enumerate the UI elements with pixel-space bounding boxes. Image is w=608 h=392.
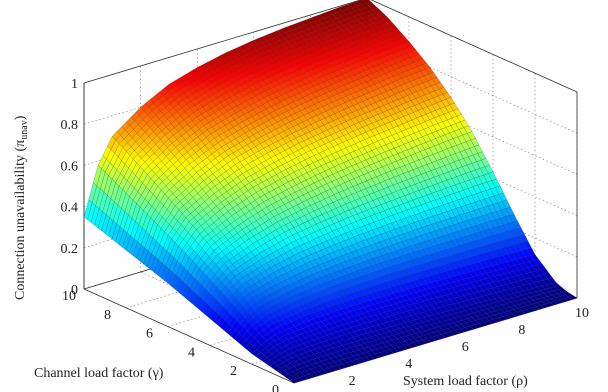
y-tick-label-3: 6	[146, 327, 153, 342]
z-tick-label-1: 0.2	[61, 242, 79, 257]
z-tick-label-3: 0.6	[61, 159, 79, 174]
grid-line-floor-y-4	[125, 222, 410, 309]
x-tick-label-5: 10	[575, 306, 589, 321]
y-axis-label: Channel load factor (γ)	[34, 366, 164, 381]
z-axis-label: Connection unavailability (πunav)	[13, 115, 30, 300]
y-tick-label-1: 2	[230, 364, 237, 379]
frame-edge-3	[83, 0, 362, 84]
x-tick-label-2: 4	[405, 357, 412, 372]
z-tick-label-0: 0	[71, 283, 78, 298]
frame-edge-5	[370, 0, 578, 93]
z-tick-label-2: 0.4	[61, 201, 79, 216]
x-tick-label-1: 2	[349, 374, 356, 389]
x-axis-label: System load factor (ρ)	[403, 374, 528, 389]
z-tick-label-5: 1	[71, 77, 78, 92]
frame-edge-1	[83, 288, 295, 384]
grid-line-back-z-4	[83, 38, 368, 125]
surface-plot	[83, 0, 578, 384]
z-axis-label-sub: unav	[19, 120, 30, 139]
z-tick-labels: 0 0.2 0.4 0.6 0.8 1	[61, 77, 79, 298]
x-tick-label-3: 6	[462, 340, 469, 355]
y-tick-label-4: 8	[104, 308, 111, 323]
x-tick-label-4: 8	[518, 323, 525, 338]
y-tick-label-2: 4	[188, 345, 195, 360]
z-axis-label-main: Connection unavailability (π	[13, 140, 28, 300]
z-tick-label-4: 0.8	[61, 118, 79, 133]
y-tick-label-0: 0	[272, 383, 279, 392]
z-axis-label-close: )	[13, 115, 28, 120]
